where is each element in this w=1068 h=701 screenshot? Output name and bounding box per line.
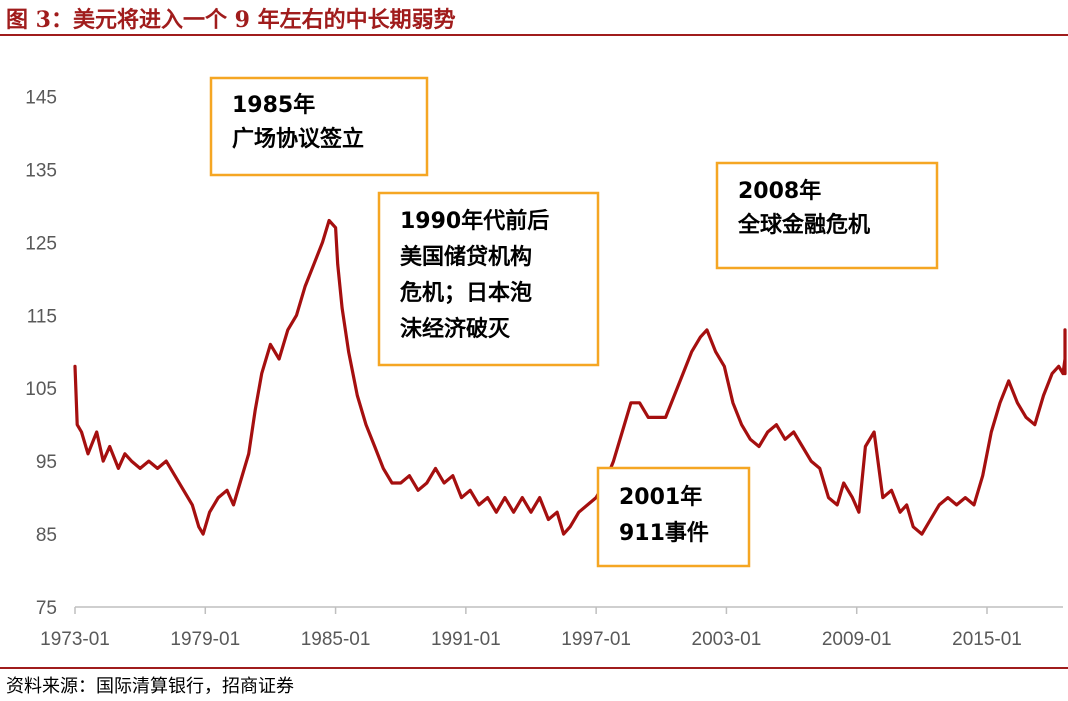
annotation-plaza-accord: 1985年 广场协议签立 [209, 76, 429, 177]
y-tick-label: 75 [36, 598, 57, 619]
annotation-line: 1985年 [232, 92, 315, 118]
y-tick-label: 85 [36, 525, 57, 546]
x-tick-label: 1997-01 [561, 629, 631, 650]
x-tick-label: 2003-01 [692, 629, 762, 650]
source-rule [0, 667, 1068, 669]
x-tick-label: 1991-01 [431, 629, 501, 650]
x-axis: 1973-01 1979-01 1985-01 1991-01 1997-01 2003-… [40, 606, 1063, 650]
annotations-layer: 1985年 广场协议签立 1990年代前后 美国储贷机构 危机；日本泡 沫经济破… [209, 76, 939, 568]
y-tick-label: 105 [25, 379, 57, 400]
annotation-line: 全球金融危机 [737, 212, 870, 238]
x-tick-label: 2015-01 [952, 629, 1022, 650]
annotation-savings-loan-crisis: 1990年代前后 美国储贷机构 危机；日本泡 沫经济破灭 [377, 191, 600, 367]
y-tick-label: 145 [25, 87, 57, 108]
y-tick-label: 135 [25, 160, 57, 181]
series-line [73, 218, 1067, 536]
annotation-line: 911事件 [619, 520, 709, 546]
annotation-line: 2001年 [619, 484, 702, 510]
x-tick-label: 2009-01 [822, 629, 892, 650]
y-tick-label: 95 [36, 452, 57, 473]
annotation-line: 1990年代前后 [400, 208, 549, 234]
y-axis: 75 85 95 105 115 125 135 145 [25, 87, 57, 619]
x-tick-label: 1985-01 [301, 629, 371, 650]
y-tick-label: 125 [25, 233, 57, 254]
x-tick-label: 1979-01 [170, 629, 240, 650]
annotation-line: 广场协议签立 [232, 126, 364, 152]
annotation-line: 2008年 [738, 178, 821, 204]
figure-source: 资料来源：国际清算银行，招商证券 [6, 676, 294, 697]
annotation-line: 美国储贷机构 [400, 244, 532, 270]
y-tick-label: 115 [27, 306, 57, 327]
figure-title: 图 3：美元将进入一个 9 年左右的中长期弱势 [6, 7, 456, 33]
title-rule [0, 34, 1068, 36]
annotation-911: 2001年 911事件 [596, 466, 751, 568]
annotation-financial-crisis: 2008年 全球金融危机 [715, 161, 939, 270]
x-tick-label: 1973-01 [40, 629, 110, 650]
annotation-line: 沫经济破灭 [400, 316, 511, 342]
annotation-line: 危机；日本泡 [400, 280, 532, 306]
series-layer [73, 218, 1067, 536]
